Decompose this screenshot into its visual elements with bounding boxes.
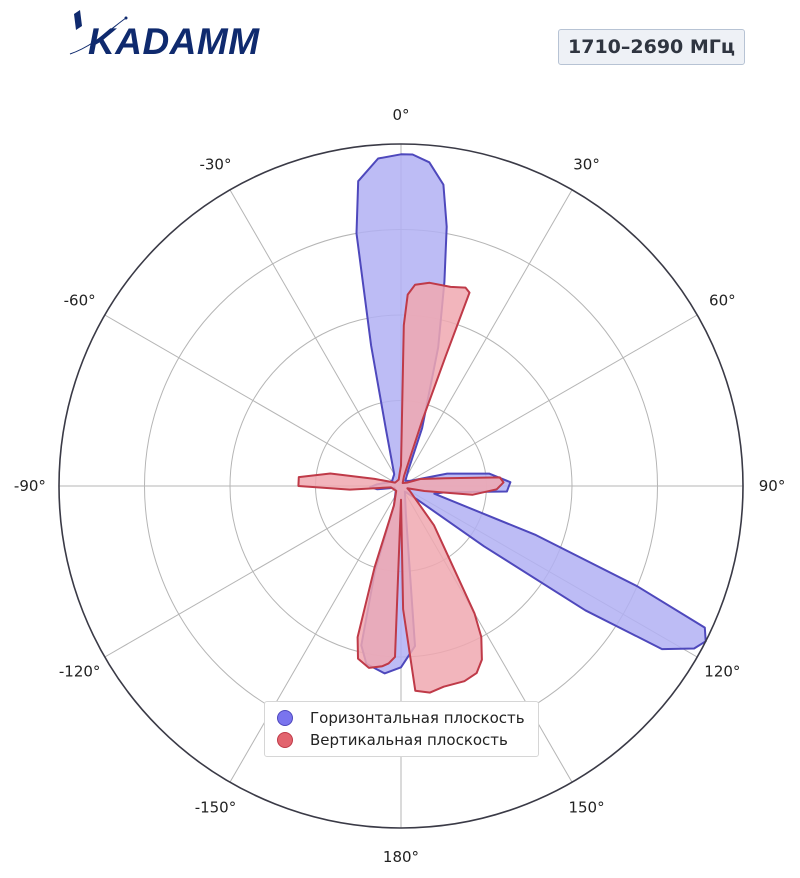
angle-tick-label: -150°: [195, 798, 237, 816]
chart-legend: Горизонтальная плоскость Вертикальная пл…: [264, 701, 539, 757]
legend-item-vertical: Вертикальная плоскость: [277, 729, 508, 751]
legend-swatch-vertical: [277, 732, 293, 748]
angle-tick-label: -60°: [64, 291, 96, 309]
angle-tick-label: 120°: [704, 663, 740, 681]
frequency-badge: 1710–2690 МГц: [558, 29, 745, 65]
polar-frame: [58, 143, 744, 829]
angle-tick-label: 150°: [568, 798, 604, 816]
angular-gridline: [104, 314, 402, 487]
angular-gridline: [400, 189, 573, 487]
angular-gridline: [229, 485, 402, 783]
legend-label-vertical: Вертикальная плоскость: [310, 731, 508, 749]
angle-tick-label: -30°: [199, 156, 231, 174]
angle-tick-label: 90°: [759, 477, 786, 495]
angular-gridline: [229, 189, 402, 487]
angle-tick-label: 60°: [709, 291, 736, 309]
angular-gridline: [104, 485, 402, 658]
legend-label-horizontal: Горизонтальная плоскость: [310, 709, 525, 727]
logo-mark: [69, 10, 128, 55]
angle-tick-label: -90°: [14, 477, 46, 495]
logo-text: KADAMM: [88, 21, 260, 62]
legend-swatch-horizontal: [277, 710, 293, 726]
angle-tick-label: -120°: [59, 663, 101, 681]
angle-tick-label: 30°: [573, 156, 600, 174]
legend-item-horizontal: Горизонтальная плоскость: [277, 707, 525, 729]
angle-tick-label: 180°: [383, 848, 419, 866]
angular-gridline: [400, 314, 698, 487]
kadamm-logo: KADAMM: [64, 6, 264, 62]
vertical-pattern-area: [297, 281, 505, 694]
angle-tick-label: 0°: [392, 106, 409, 124]
